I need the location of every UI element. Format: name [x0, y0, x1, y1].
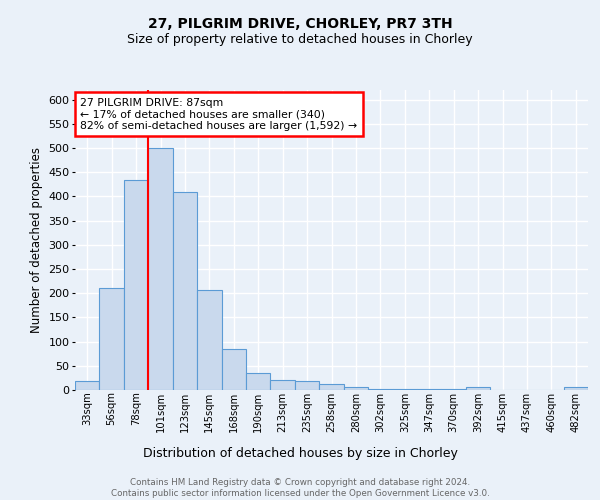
Text: Contains HM Land Registry data © Crown copyright and database right 2024.
Contai: Contains HM Land Registry data © Crown c… — [110, 478, 490, 498]
Bar — [563, 387, 588, 390]
Bar — [173, 192, 197, 390]
Bar — [246, 372, 271, 390]
Bar — [221, 350, 246, 390]
Bar — [417, 389, 442, 390]
Text: 27, PILGRIM DRIVE, CHORLEY, PR7 3TH: 27, PILGRIM DRIVE, CHORLEY, PR7 3TH — [148, 18, 452, 32]
Bar — [148, 148, 173, 390]
Bar — [466, 387, 490, 390]
Bar — [344, 386, 368, 390]
Bar — [100, 288, 124, 390]
Text: 27 PILGRIM DRIVE: 87sqm
← 17% of detached houses are smaller (340)
82% of semi-d: 27 PILGRIM DRIVE: 87sqm ← 17% of detache… — [80, 98, 357, 130]
Bar — [392, 389, 417, 390]
Bar — [442, 389, 466, 390]
Bar — [197, 290, 221, 390]
Text: Size of property relative to detached houses in Chorley: Size of property relative to detached ho… — [127, 32, 473, 46]
Bar — [271, 380, 295, 390]
Y-axis label: Number of detached properties: Number of detached properties — [30, 147, 43, 333]
Text: Distribution of detached houses by size in Chorley: Distribution of detached houses by size … — [143, 448, 457, 460]
Bar — [124, 180, 148, 390]
Bar — [295, 382, 319, 390]
Bar — [368, 389, 392, 390]
Bar — [319, 384, 344, 390]
Bar — [75, 382, 100, 390]
